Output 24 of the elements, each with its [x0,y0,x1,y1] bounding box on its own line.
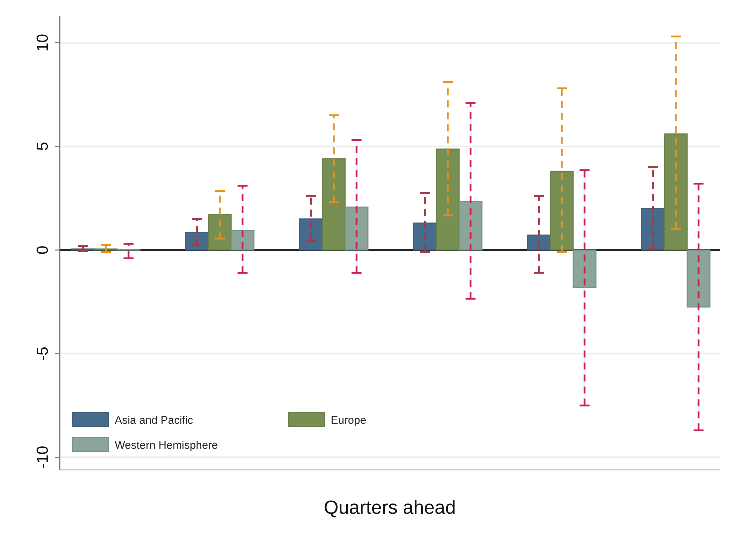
bar [527,234,552,251]
y-tick-label: -5 [35,346,52,362]
bar [550,170,574,251]
bar [641,208,666,251]
bar [572,250,597,288]
bar [413,222,438,251]
x-axis-title: Quarters ahead [324,498,456,519]
bar [185,232,210,251]
bar [436,148,460,251]
bar [208,214,232,251]
legend-label: Asia and Pacific [115,415,194,427]
y-tick-label: 0 [35,246,52,255]
bar [230,230,255,251]
legend-label: Europe [331,415,366,427]
bar [344,206,369,251]
bar [664,134,688,251]
bar [458,201,483,251]
y-tick-label: -10 [35,446,52,470]
y-tick-label: 5 [35,142,52,152]
bar [299,218,324,251]
y-tick-label: 10 [35,34,52,52]
bar [686,250,711,308]
bar [322,158,346,251]
legend-label: Western Hemisphere [115,440,218,452]
